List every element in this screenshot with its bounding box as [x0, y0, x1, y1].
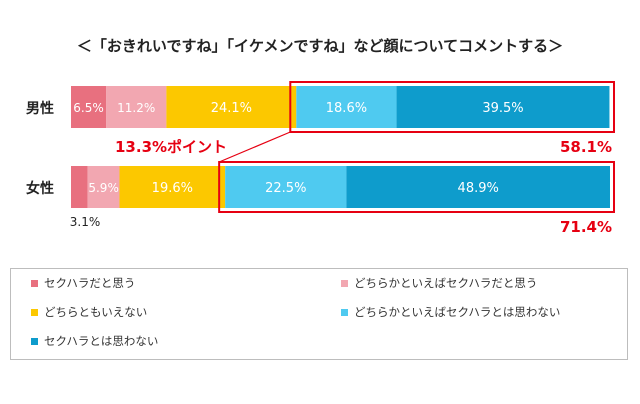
data-label: 19.6% — [152, 181, 193, 196]
difference-annotation: 13.3%ポイント — [115, 138, 227, 156]
data-label: 22.5% — [265, 181, 306, 196]
bar-segment — [225, 166, 347, 208]
highlight-box — [218, 161, 616, 213]
legend-swatch — [31, 337, 38, 345]
women-total-annotation: 71.4% — [560, 218, 612, 236]
legend: セクハラだと思う どちらかといえばセクハラだと思うどちらともいえない どちらかといえ… — [10, 268, 628, 360]
connector-line — [218, 131, 291, 163]
chart-title: ＜「おきれいですね」「イケメンですね」など顔についてコメントする＞ — [77, 37, 563, 55]
legend-swatch — [31, 308, 38, 316]
bar-segment — [71, 86, 107, 128]
highlight-box — [289, 81, 615, 133]
legend-label: セクハラだと思う — [44, 276, 136, 290]
bar-segment — [296, 86, 397, 128]
data-label: 39.5% — [482, 101, 523, 116]
data-label: 18.6% — [326, 101, 367, 116]
legend-label: セクハラとは思わない — [44, 334, 159, 348]
bar-segment — [71, 166, 88, 208]
legend-swatch — [341, 279, 348, 287]
legend-item: どちらかといえばセクハラとは思わない — [341, 304, 560, 320]
legend-label: どちらかといえばセクハラだと思う — [354, 276, 538, 290]
data-label: 5.9% — [88, 181, 119, 195]
bar-segment — [87, 166, 120, 208]
legend-item: セクハラだと思う — [31, 275, 135, 291]
legend-item: どちらともいえない — [31, 304, 147, 320]
men-total-annotation: 58.1% — [560, 138, 612, 156]
data-label: 24.1% — [211, 101, 252, 116]
bar-segment — [346, 166, 610, 208]
data-label: 11.2% — [117, 101, 155, 115]
legend-label: どちらともいえない — [44, 305, 148, 319]
chart-area: ＜「おきれいですね」「イケメンですね」など顔についてコメントする＞ 男性 6.5% 1… — [26, 37, 616, 236]
bar-segment — [166, 86, 297, 128]
data-label: 3.1% — [70, 215, 101, 229]
category-label: 男性 — [26, 100, 54, 117]
bar-segment — [396, 86, 610, 128]
legend-swatch — [341, 308, 348, 316]
data-label: 48.9% — [458, 181, 499, 196]
legend-item: セクハラとは思わない — [31, 333, 158, 349]
bar-segment — [106, 86, 167, 128]
legend-item: どちらかといえばセクハラだと思う — [341, 275, 537, 291]
category-label: 女性 — [26, 180, 54, 197]
legend-label: どちらかといえばセクハラとは思わない — [354, 305, 561, 319]
data-label: 6.5% — [73, 101, 104, 115]
legend-swatch — [31, 279, 38, 287]
bar-segment — [119, 166, 226, 208]
